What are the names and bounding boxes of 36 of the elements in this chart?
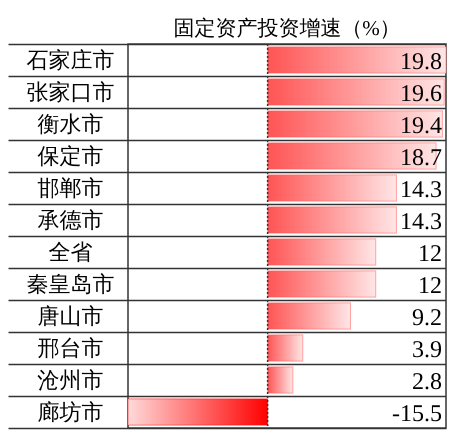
bar <box>267 174 397 202</box>
data-label: 2.8 <box>412 369 442 395</box>
y-tick-label: 石家庄市 <box>26 48 114 72</box>
bar <box>267 366 294 394</box>
data-label: -15.5 <box>392 401 442 427</box>
data-label: 18.7 <box>400 145 442 171</box>
data-label: 19.8 <box>400 49 442 75</box>
y-tick-label: 保定市 <box>38 144 104 168</box>
data-label: 14.3 <box>400 177 442 203</box>
data-label: 19.6 <box>400 81 442 107</box>
y-tick-label: 衡水市 <box>38 112 104 136</box>
y-tick-label: 唐山市 <box>38 304 104 328</box>
data-label: 12 <box>418 241 442 267</box>
y-tick-label: 廊坊市 <box>38 400 104 424</box>
bar <box>128 398 268 426</box>
data-label: 14.3 <box>400 209 442 235</box>
bar <box>267 110 443 138</box>
bar <box>267 334 304 362</box>
bar <box>267 302 352 330</box>
bar <box>267 238 376 266</box>
data-label: 3.9 <box>412 337 442 363</box>
y-tick-label: 全省 <box>48 240 92 264</box>
y-tick-label: 邯郸市 <box>38 176 104 200</box>
y-tick-label: 沧州市 <box>38 368 104 392</box>
y-tick-label: 张家口市 <box>26 80 114 104</box>
y-tick-label: 承德市 <box>38 208 104 232</box>
chart-title: 固定资产投资增速（%） <box>173 16 401 40</box>
bar <box>267 78 445 106</box>
data-label: 19.4 <box>400 113 442 139</box>
bar <box>267 270 376 298</box>
bar <box>267 206 397 234</box>
bar <box>267 46 446 74</box>
y-tick-label: 秦皇岛市 <box>26 272 114 296</box>
data-label: 9.2 <box>412 305 442 331</box>
y-tick-label: 邢台市 <box>38 336 104 360</box>
data-label: 12 <box>418 273 442 299</box>
